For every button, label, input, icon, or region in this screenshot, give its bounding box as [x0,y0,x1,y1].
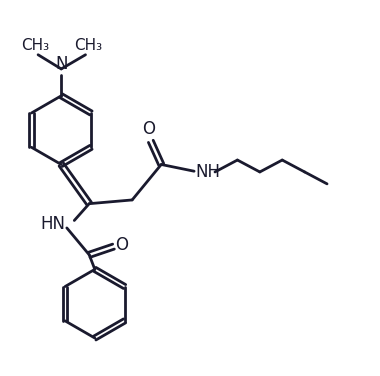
Text: HN: HN [40,215,65,233]
Text: CH₃: CH₃ [74,38,103,53]
Text: N: N [55,55,68,73]
Text: CH₃: CH₃ [21,38,49,53]
Text: O: O [116,236,128,254]
Text: NH: NH [196,163,221,181]
Text: O: O [142,120,155,138]
